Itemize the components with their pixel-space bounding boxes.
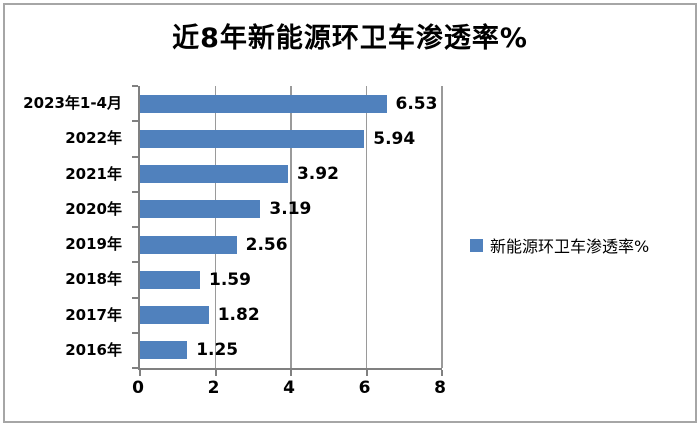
bar-row: 3.19: [140, 192, 442, 227]
category-label: 2019年: [65, 235, 122, 253]
x-tick-label: 2: [207, 378, 220, 398]
plot-area: 6.53 5.94 3.92 3.19 2.56 1.59 1.82 1.25: [132, 85, 443, 376]
bar-value-label: 2.56: [245, 234, 288, 255]
category-label: 2018年: [65, 270, 122, 289]
legend-swatch-icon: [470, 238, 483, 252]
category-label: 2016年: [65, 340, 122, 359]
bar-row: 5.94: [140, 121, 442, 156]
x-axis-tick: [290, 370, 292, 376]
bar-row: 3.92: [140, 157, 442, 192]
y-axis-tick: [132, 296, 138, 299]
chart-frame: [3, 3, 697, 423]
bar-value-label: 3.19: [269, 199, 312, 220]
bar-row: 1.82: [140, 298, 442, 333]
category-label: 2020年: [65, 199, 122, 218]
y-axis-tick: [132, 155, 138, 158]
category-label: 2021年: [65, 164, 122, 183]
legend-label: 新能源环卫车渗透率%: [490, 237, 650, 256]
gridline: [290, 86, 292, 368]
x-axis-tick: [214, 370, 217, 376]
bar-value-label: 5.94: [373, 128, 416, 149]
chart-title: 近8年新能源环卫车渗透率%: [172, 23, 528, 54]
bar: [140, 94, 387, 113]
bar: [140, 200, 261, 219]
legend: 新能源环卫车渗透率%: [470, 233, 649, 257]
x-axis-tick: [441, 370, 443, 376]
bar-row: 1.59: [140, 262, 442, 297]
category-label: 2023年1-4月: [23, 94, 122, 112]
bar: [140, 306, 209, 325]
gridline: [365, 86, 367, 368]
bar: [140, 129, 365, 148]
bar-value-label: 1.82: [217, 305, 260, 326]
bar: [140, 165, 288, 184]
bar-value-label: 6.53: [395, 93, 438, 114]
bar-value-label: 1.25: [196, 340, 239, 361]
bar: [140, 341, 188, 360]
category-label: 2022年: [65, 129, 122, 148]
x-axis-labels: 0 2 4 6 8: [132, 378, 446, 402]
x-axis-tick: [365, 370, 368, 376]
x-axis-tick: [139, 370, 141, 376]
bar-value-label: 1.59: [209, 269, 251, 290]
y-axis-tick: [132, 367, 138, 369]
gridline: [441, 86, 443, 368]
x-tick-label: 0: [132, 378, 144, 398]
x-tick-label: 4: [283, 378, 295, 398]
bar-value-label: 3.92: [296, 164, 339, 185]
y-axis-tick: [132, 261, 138, 264]
category-label: 2017年: [65, 305, 122, 324]
bar-row: 6.53: [140, 86, 442, 121]
bar: [140, 235, 237, 254]
y-axis-tick: [132, 85, 138, 87]
y-axis-tick: [132, 331, 138, 334]
gridline: [214, 86, 216, 368]
bar-row: 1.25: [140, 333, 442, 368]
bar: [140, 270, 201, 289]
bar-row: 2.56: [140, 227, 442, 262]
y-axis-tick: [132, 120, 138, 123]
x-tick-label: 6: [358, 378, 371, 398]
x-tick-label: 8: [434, 378, 446, 398]
y-axis-tick: [132, 226, 138, 228]
category-axis: 2023年1-4月 2022年 2021年 2020年 2019年 2018年 2017年 2…: [0, 86, 130, 368]
y-axis-tick: [132, 190, 138, 193]
